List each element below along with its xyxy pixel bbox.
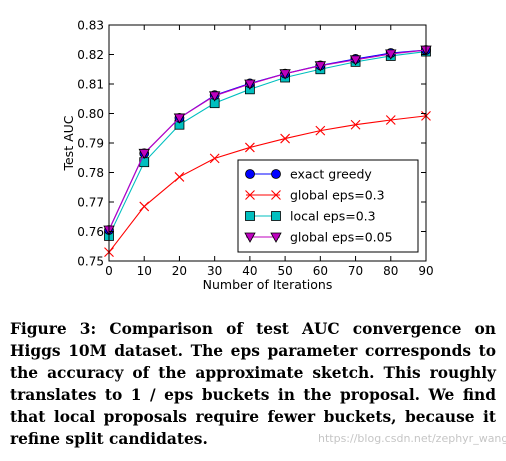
legend-marker-global-eps-0-05 bbox=[244, 232, 256, 243]
data-point-global-eps-0-05 bbox=[173, 113, 186, 124]
x-tick-label: 80 bbox=[383, 264, 398, 278]
data-point-global-eps-0-3 bbox=[315, 125, 326, 136]
legend-marker-exact-greedy bbox=[245, 169, 255, 179]
legend-marker-exact-greedy bbox=[271, 169, 281, 179]
x-tick-label: 60 bbox=[313, 264, 328, 278]
data-point-global-eps-0-3 bbox=[280, 133, 290, 144]
y-tick-label: 0.76 bbox=[77, 225, 104, 239]
data-point-global-eps-0-05 bbox=[385, 49, 397, 60]
legend-marker-local-eps-0-3 bbox=[245, 211, 255, 221]
data-point-global-eps-0-3 bbox=[385, 115, 396, 125]
legend-marker-global-eps-0-3 bbox=[271, 190, 281, 200]
x-axis-label: Number of Iterations bbox=[203, 277, 333, 292]
legend-label-global-eps-0-3: global eps=0.3 bbox=[290, 188, 385, 203]
x-tick-label: 90 bbox=[418, 264, 433, 278]
legend-marker-global-eps-0-05 bbox=[270, 232, 282, 243]
data-point-global-eps-0-05 bbox=[208, 91, 221, 102]
y-tick-label: 0.75 bbox=[77, 255, 104, 269]
legend-box bbox=[237, 159, 419, 253]
data-point-global-eps-0-05 bbox=[244, 79, 256, 90]
series-line-local-eps-0-3 bbox=[108, 51, 427, 237]
watermark-text: https://blog.csdn.net/zephyr_wang bbox=[318, 432, 506, 445]
legend-label-global-eps-0-05: global eps=0.05 bbox=[290, 230, 393, 245]
test-auc-line-chart: 0 10 20 30 40 50 60 70 80 90 0.75 0.76 0.77 0.78 0.79 0… bbox=[61, 19, 434, 293]
y-tick-label: 0.80 bbox=[77, 107, 104, 121]
series-line-global-eps-0-05 bbox=[108, 49, 427, 231]
y-axis-label: Test AUC bbox=[61, 115, 76, 171]
data-point-global-eps-0-3 bbox=[350, 119, 361, 130]
x-tick-label: 0 bbox=[105, 264, 113, 278]
legend-label-local-eps-0-3: local eps=0.3 bbox=[290, 209, 376, 224]
x-tick-label: 50 bbox=[277, 264, 292, 278]
legend-label-exact-greedy: exact greedy bbox=[290, 167, 372, 182]
y-tick-label: 0.81 bbox=[77, 78, 104, 92]
data-point-global-eps-0-3 bbox=[209, 153, 220, 164]
data-point-global-eps-0-05 bbox=[138, 148, 150, 160]
data-point-global-eps-0-3 bbox=[139, 201, 150, 212]
legend-marker-global-eps-0-3 bbox=[245, 190, 255, 200]
x-tick-label: 40 bbox=[242, 264, 257, 278]
x-tick-label: 30 bbox=[207, 264, 222, 278]
data-point-global-eps-0-05 bbox=[279, 69, 291, 80]
x-tick-label: 20 bbox=[172, 264, 187, 278]
y-tick-label: 0.83 bbox=[77, 19, 104, 33]
y-tick-label: 0.78 bbox=[77, 166, 104, 180]
y-tick-label: 0.79 bbox=[77, 137, 104, 151]
data-point-global-eps-0-3 bbox=[174, 172, 185, 182]
figure-caption: Figure 3: Comparison of test AUC converg… bbox=[10, 320, 496, 448]
x-tick-label: 10 bbox=[137, 264, 152, 278]
data-point-global-eps-0-3 bbox=[245, 142, 255, 153]
series-line-global-eps-0-3 bbox=[108, 115, 427, 253]
y-tick-label: 0.77 bbox=[77, 196, 104, 210]
data-point-global-eps-0-05 bbox=[314, 61, 327, 72]
data-point-global-eps-0-05 bbox=[349, 55, 362, 66]
legend-marker-local-eps-0-3 bbox=[271, 211, 281, 221]
x-tick-label: 70 bbox=[348, 264, 363, 278]
y-tick-label: 0.82 bbox=[77, 48, 104, 62]
